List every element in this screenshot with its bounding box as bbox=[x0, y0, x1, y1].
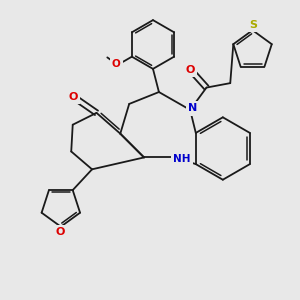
Text: O: O bbox=[185, 65, 195, 75]
Text: S: S bbox=[249, 20, 257, 30]
Text: NH: NH bbox=[173, 154, 190, 164]
Text: O: O bbox=[56, 227, 65, 237]
Text: O: O bbox=[69, 92, 78, 102]
Text: N: N bbox=[188, 103, 197, 113]
Text: O: O bbox=[112, 59, 121, 69]
